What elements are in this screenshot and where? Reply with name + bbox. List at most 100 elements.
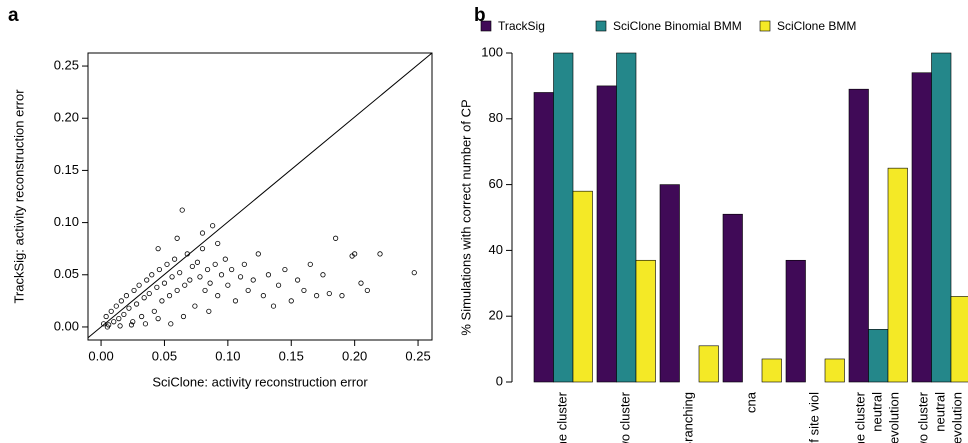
x-tick-label: 0.25 xyxy=(405,348,430,363)
point xyxy=(320,272,326,278)
point xyxy=(100,321,107,327)
x-tick-label: Branching xyxy=(681,392,696,443)
point xyxy=(128,322,135,328)
bar xyxy=(533,92,554,383)
point xyxy=(199,246,206,252)
point xyxy=(133,301,140,307)
point xyxy=(155,246,161,252)
point xyxy=(108,308,114,314)
point xyxy=(352,251,358,257)
point xyxy=(314,293,320,299)
point xyxy=(189,263,195,270)
legend-swatch xyxy=(595,20,607,32)
point xyxy=(265,272,272,278)
y-tick-label: 20 xyxy=(489,308,503,323)
point xyxy=(210,223,216,229)
x-tick-label: 0.05 xyxy=(152,348,177,363)
y-axis-title: TrackSig: activity reconstruction error xyxy=(11,89,26,304)
y-tick-label: 0.10 xyxy=(54,214,79,229)
y-tick-label: 0 xyxy=(496,373,503,388)
point xyxy=(168,321,174,327)
bar xyxy=(931,52,952,383)
point xyxy=(174,235,180,241)
point xyxy=(144,277,150,283)
point xyxy=(218,272,225,278)
point xyxy=(177,270,183,276)
x-axis-title: SciClone: activity reconstruction error xyxy=(152,374,368,389)
identity-line xyxy=(87,52,433,339)
bar xyxy=(553,52,574,383)
point xyxy=(142,321,149,327)
point xyxy=(260,293,266,299)
bar xyxy=(635,259,656,383)
point xyxy=(130,319,136,325)
point xyxy=(146,290,152,297)
point xyxy=(151,308,157,314)
point xyxy=(288,298,294,304)
bar xyxy=(596,85,617,383)
point xyxy=(411,270,417,276)
bar xyxy=(616,52,637,383)
point xyxy=(166,293,173,299)
point xyxy=(199,230,206,236)
point xyxy=(154,284,160,290)
point xyxy=(301,287,307,294)
point xyxy=(245,287,251,294)
point xyxy=(141,295,147,301)
x-tick-label: Two cluster xyxy=(618,391,633,443)
point xyxy=(192,303,198,309)
point xyxy=(275,282,282,288)
x-tick-label: 0.20 xyxy=(342,348,367,363)
point xyxy=(377,251,383,257)
point xyxy=(206,308,212,314)
y-tick-label: 0.05 xyxy=(54,266,79,281)
bar xyxy=(722,213,743,383)
point xyxy=(270,303,277,309)
panel-label: a xyxy=(8,5,19,26)
point xyxy=(104,324,110,330)
point xyxy=(232,298,239,304)
point xyxy=(339,293,345,299)
y-axis-title: % Simulations with correct number of CP xyxy=(458,99,473,335)
legend-label: SciClone BMM xyxy=(777,19,856,33)
y-tick-label: 0.15 xyxy=(54,162,79,177)
y-tick-label: 40 xyxy=(489,242,503,257)
point xyxy=(237,274,244,280)
legend-swatch xyxy=(759,20,771,32)
legend-label: SciClone Binomial BMM xyxy=(613,19,742,33)
point xyxy=(207,280,213,286)
legend-swatch xyxy=(480,20,492,32)
point xyxy=(241,261,247,267)
point xyxy=(103,313,109,320)
point xyxy=(149,272,155,278)
bar xyxy=(761,358,782,383)
point xyxy=(155,316,161,322)
point xyxy=(174,287,180,294)
point xyxy=(156,266,162,273)
point xyxy=(159,298,165,304)
x-tick-label: 0.00 xyxy=(88,348,113,363)
point xyxy=(202,287,208,294)
y-tick-label: 80 xyxy=(489,110,503,125)
point xyxy=(222,256,228,262)
point xyxy=(225,282,231,288)
point xyxy=(333,235,339,241)
point xyxy=(121,311,127,318)
bar xyxy=(950,296,968,383)
bar xyxy=(659,184,680,383)
bar xyxy=(785,259,806,383)
point xyxy=(204,266,211,273)
x-tick-label: Two cluster neutral evolution xyxy=(916,391,965,443)
y-tick-label: 0.20 xyxy=(54,110,79,125)
x-tick-label: One cluster neutral evolution xyxy=(853,391,902,443)
point xyxy=(326,290,332,297)
bar xyxy=(698,345,719,383)
plot-frame xyxy=(87,52,433,341)
bar xyxy=(572,190,593,383)
point xyxy=(161,280,168,286)
point xyxy=(126,305,132,311)
point xyxy=(197,274,203,280)
point xyxy=(113,303,119,309)
y-tick-label: 0.25 xyxy=(54,57,79,72)
